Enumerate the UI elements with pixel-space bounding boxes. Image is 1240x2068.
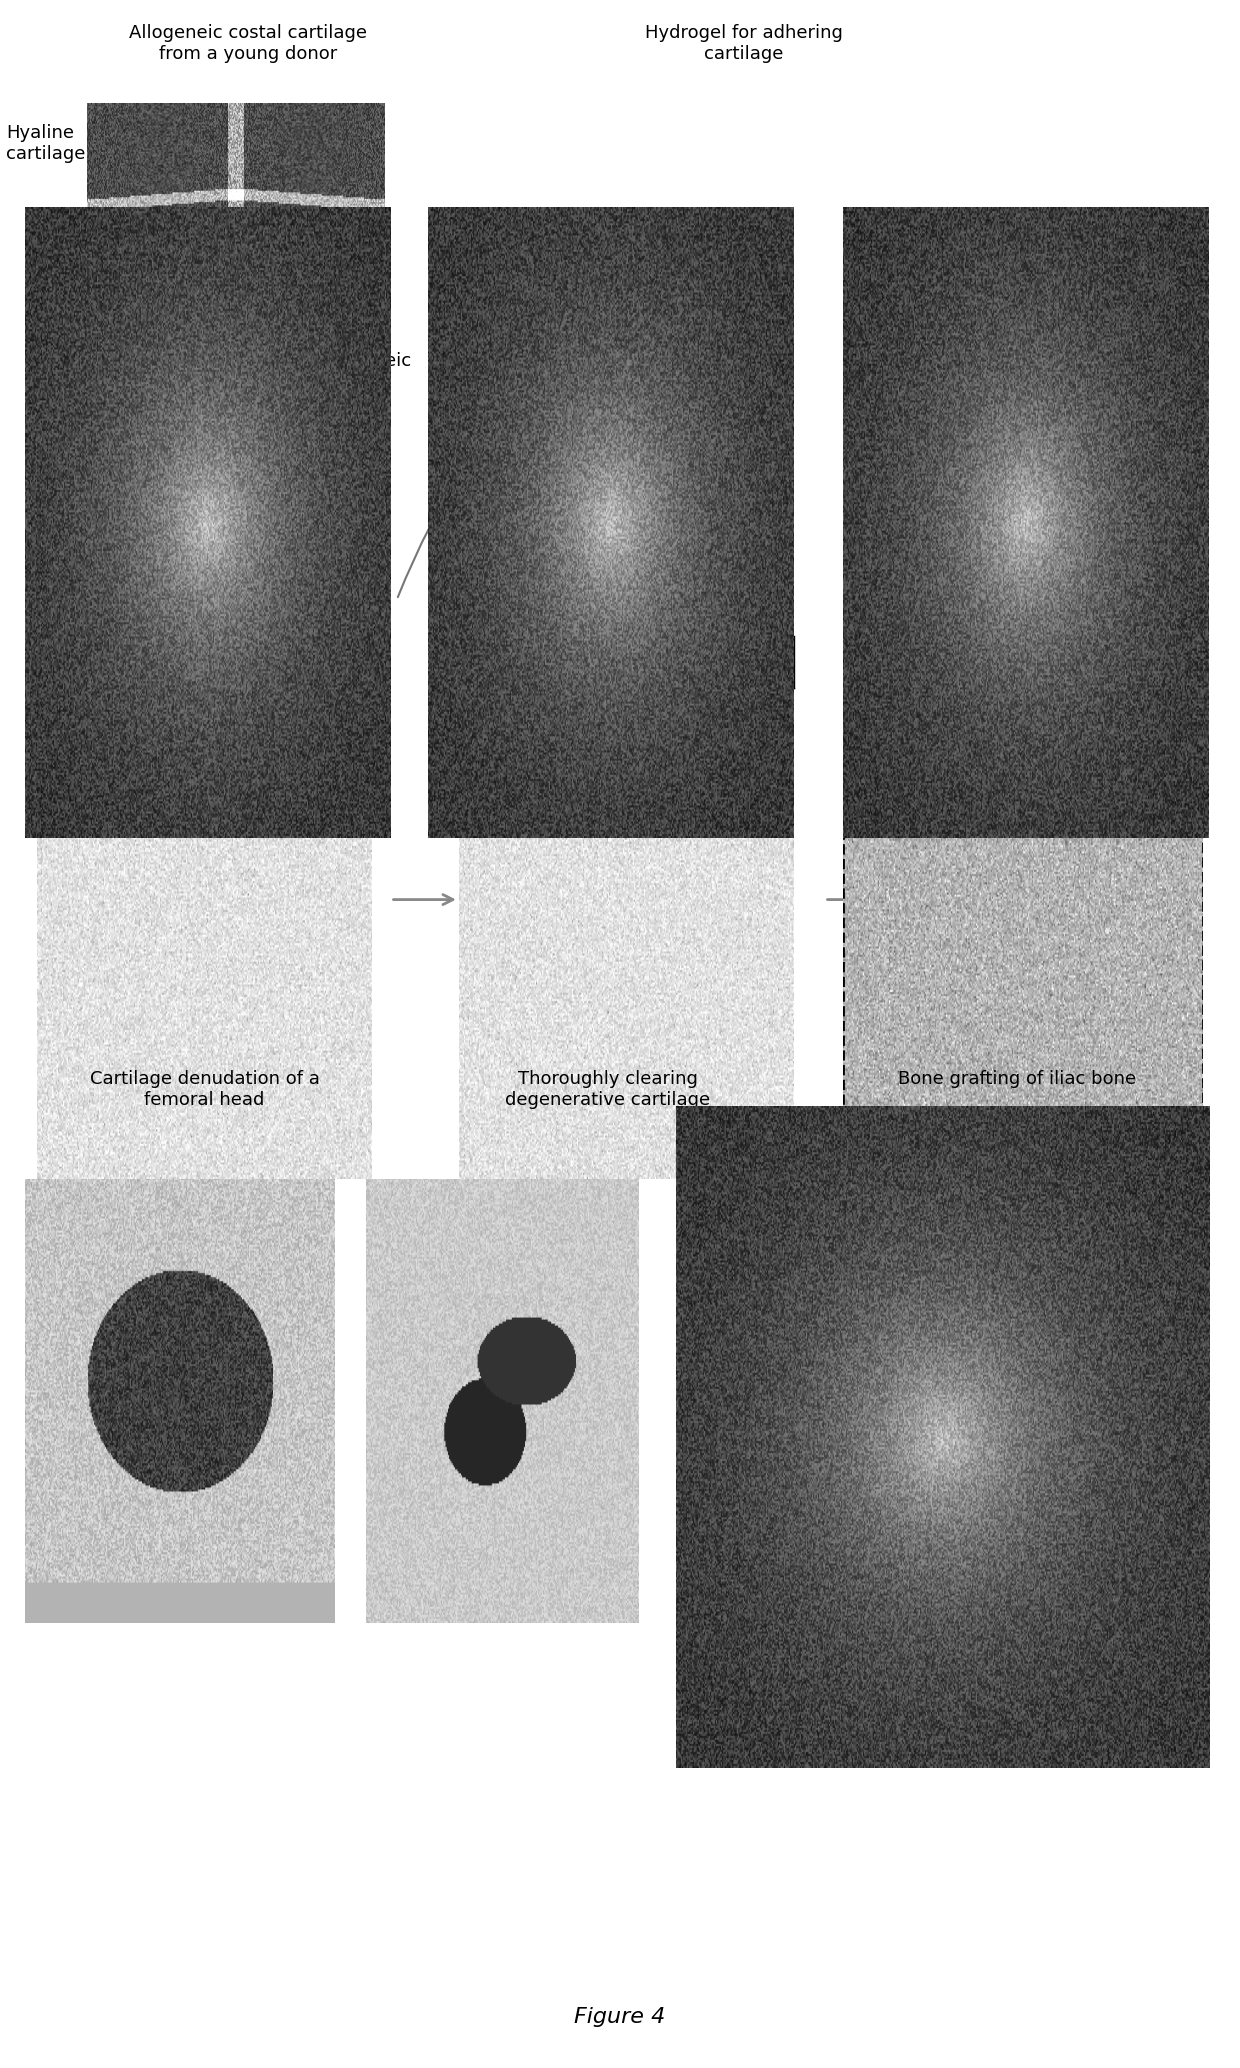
Text: Injured cartilage surface
of a knee joint: Injured cartilage surface of a knee join… bbox=[94, 635, 315, 674]
Bar bbox=[843, 579, 1203, 1199]
Text: Repaired  cartilage
defect: Repaired cartilage defect bbox=[849, 281, 1007, 321]
Text: Figure 4: Figure 4 bbox=[574, 2006, 666, 2027]
Bar bbox=[92, 461, 131, 544]
Text: Bone grafting of iliac bone: Bone grafting of iliac bone bbox=[898, 1071, 1136, 1088]
Text: Costal cartilage: Costal cartilage bbox=[109, 1574, 250, 1592]
Text: Hyaline
cartilage: Hyaline cartilage bbox=[6, 124, 86, 163]
Text: Granular allogeneic
costal cartilage: Granular allogeneic costal cartilage bbox=[234, 352, 410, 391]
Text: Split into two pieces: Split into two pieces bbox=[410, 1574, 594, 1592]
Text: Allogeneic costal cartilage
from a young donor: Allogeneic costal cartilage from a young… bbox=[129, 25, 367, 62]
Text: Thoroughly clearing
degenerative cartilage: Thoroughly clearing degenerative cartila… bbox=[505, 1071, 711, 1108]
Text: Femoral head with defect
repaired by implantation: Femoral head with defect repaired by imp… bbox=[827, 1574, 1058, 1613]
Text: Figure 3: Figure 3 bbox=[574, 957, 666, 978]
Text: Cartilage denudation of a
femoral head: Cartilage denudation of a femoral head bbox=[89, 1071, 320, 1108]
Text: Cartilage defect
subjected to clearing: Cartilage defect subjected to clearing bbox=[525, 635, 715, 674]
Text: Hydrogel for adhering
cartilage: Hydrogel for adhering cartilage bbox=[645, 25, 843, 62]
